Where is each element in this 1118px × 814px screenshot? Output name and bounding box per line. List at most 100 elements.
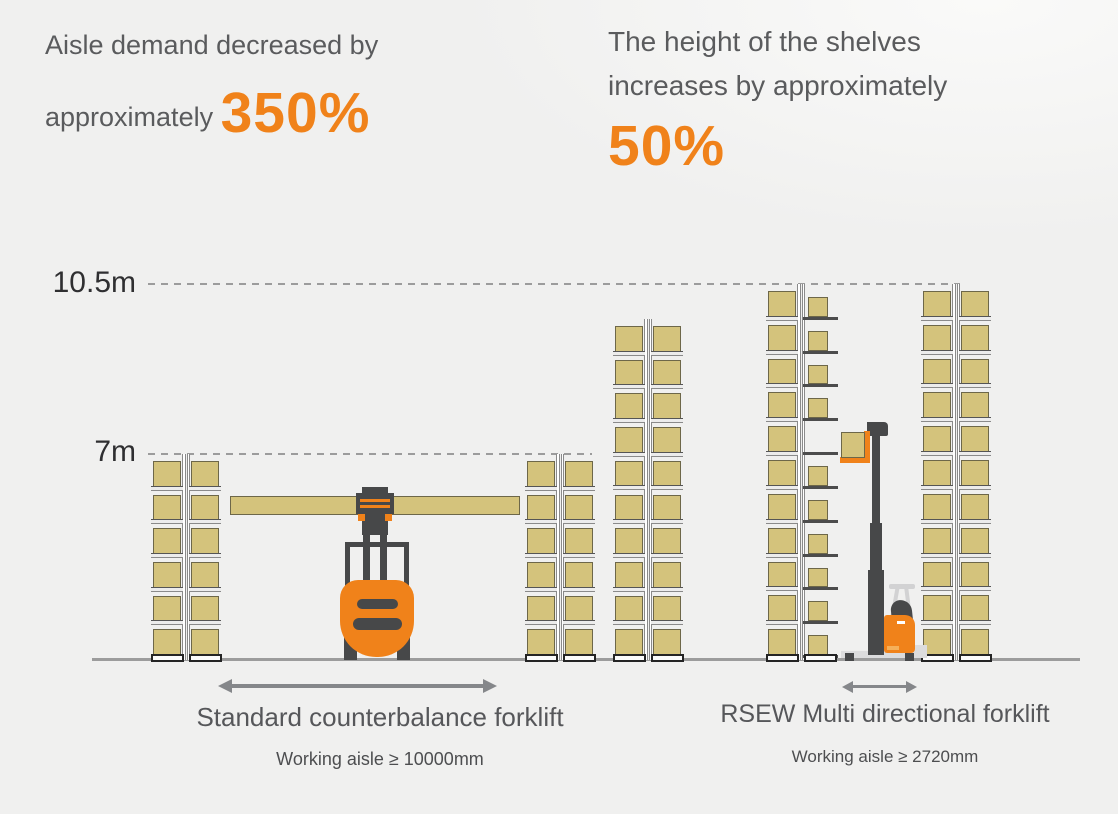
shelf-beam	[613, 519, 645, 525]
shelf-plank	[803, 485, 838, 489]
pallet-box	[527, 494, 555, 522]
pallet-box	[615, 326, 643, 353]
rack-level	[613, 458, 683, 492]
pallet-box	[653, 427, 681, 454]
rack-level	[766, 457, 838, 491]
rack-level	[613, 525, 683, 559]
rsew-mast-head	[867, 422, 888, 436]
pallet-box	[768, 324, 796, 352]
shelf-beam	[651, 350, 683, 356]
rack-upright-post	[644, 319, 652, 660]
pallet-box	[768, 358, 796, 386]
pallet-box	[191, 562, 219, 589]
rack-level	[921, 491, 991, 525]
pallet-box	[653, 359, 681, 387]
aisle-arrow-right	[842, 680, 917, 693]
pallet-box	[961, 595, 989, 623]
small-box	[808, 364, 828, 385]
pallet-box	[768, 493, 796, 521]
shelf-beam	[959, 586, 991, 592]
stat-aisle-line2: approximately 350%	[45, 85, 378, 142]
pallet-box	[923, 426, 951, 454]
pallet-box	[565, 461, 593, 488]
shelf-beam	[921, 620, 953, 626]
pallet-box	[565, 528, 593, 555]
rack-baseplate	[804, 654, 837, 662]
rsew-mast-middle	[870, 523, 882, 573]
pallet-box	[527, 461, 555, 488]
pallet-box	[923, 324, 951, 352]
rack-level	[921, 423, 991, 457]
pallet-box	[961, 493, 989, 521]
shelf-beam	[959, 620, 991, 626]
shelf-plank	[803, 587, 838, 591]
shelf-beam	[766, 417, 798, 423]
rack-level	[921, 457, 991, 491]
small-box	[808, 567, 828, 588]
rack-level	[766, 491, 838, 525]
pallet-box	[961, 392, 989, 420]
shelf-beam	[613, 350, 645, 356]
height-guide-lower	[148, 453, 592, 455]
shelf-beam	[651, 620, 683, 626]
rack-level	[766, 356, 838, 390]
pallet-box	[653, 460, 681, 488]
rack-level	[766, 525, 838, 559]
rsew-bottom-tag	[887, 646, 899, 650]
shelf-beam	[651, 586, 683, 592]
shelf-rack-left-a	[151, 454, 222, 662]
rack-level	[613, 390, 683, 424]
small-box	[808, 297, 828, 317]
height-label-upper: 10.5m	[52, 266, 136, 299]
rack-baseplate	[651, 654, 684, 662]
stat-shelf-height: The height of the shelves increases by a…	[608, 20, 947, 175]
pallet-box	[961, 460, 989, 487]
stat-aisle-value: 350%	[220, 81, 371, 145]
pallet-box	[923, 527, 951, 555]
stat-shelf-line1: The height of the shelves	[608, 26, 921, 57]
rsew-carried-box	[841, 432, 865, 458]
rack-upright-post	[556, 454, 564, 660]
height-guide-upper	[148, 283, 960, 285]
rack-baseplate	[563, 654, 596, 662]
caption-rsew-subtitle: Working aisle ≥ 2720mm	[791, 747, 979, 766]
rsew-fork-vertical	[864, 431, 870, 462]
rack-level	[613, 593, 683, 627]
pallet-box	[615, 359, 643, 387]
small-box	[808, 499, 828, 520]
shelf-beam	[525, 519, 557, 525]
rsew-wheel	[905, 653, 914, 661]
rack-baseplate	[766, 654, 799, 662]
rack-level	[525, 593, 595, 627]
pallet-box	[961, 629, 989, 656]
rack-upright-post	[952, 284, 960, 660]
shelf-beam	[613, 485, 645, 491]
rsew-mast-upper	[872, 428, 880, 526]
pallet-box	[923, 561, 951, 589]
shelf-plank	[803, 452, 838, 456]
carriage-stripe	[360, 499, 390, 502]
shelf-beam	[921, 383, 953, 389]
rsew-brand-label	[897, 621, 905, 624]
pallet-box	[527, 562, 555, 589]
shelf-beam	[766, 620, 798, 626]
rack-level	[921, 592, 991, 626]
forklift-clamp-icon	[362, 487, 388, 497]
shelf-beam	[651, 552, 683, 558]
rack-baseplate	[525, 654, 558, 662]
forklift-mast	[380, 513, 387, 601]
pallet-box	[527, 629, 555, 656]
shelf-beam	[766, 518, 798, 524]
rack-upright-post	[182, 454, 190, 660]
shelf-beam	[563, 620, 595, 626]
shelf-beam	[766, 451, 798, 457]
pallet-box	[615, 393, 643, 421]
pallet-box	[653, 494, 681, 522]
rack-upright-post	[797, 284, 805, 660]
rack-level	[921, 288, 991, 322]
shelf-beam	[151, 519, 183, 525]
pallet-box	[615, 595, 643, 623]
rsew-fork-horizontal	[840, 457, 870, 463]
shelf-beam	[613, 552, 645, 558]
rack-level	[151, 458, 221, 492]
